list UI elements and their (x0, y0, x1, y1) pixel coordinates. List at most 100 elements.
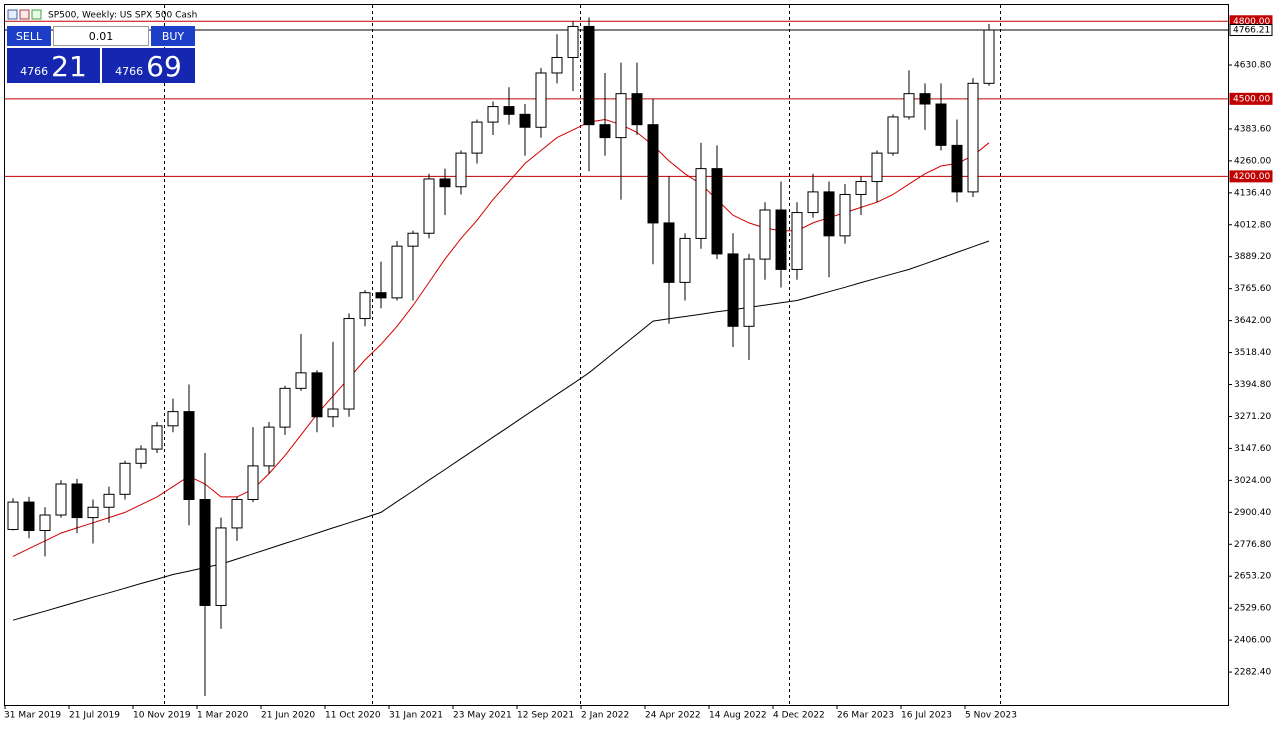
x-tick-label: 23 May 2021 (453, 711, 512, 721)
candle-body (327, 408, 339, 418)
y-tick-label: 3271.20 (1234, 412, 1271, 422)
candle-body (951, 144, 963, 193)
x-tick-label: 21 Jun 2020 (261, 711, 315, 721)
candle-body (199, 498, 211, 606)
x-tick-label: 14 Aug 2022 (709, 711, 767, 721)
candle-body (599, 124, 611, 139)
candle-body (967, 82, 979, 193)
sell-price-big: 21 (51, 50, 87, 83)
buy-price[interactable]: 4766 69 (102, 48, 195, 83)
x-tick-label: 2 Jan 2022 (581, 711, 629, 721)
y-tick-label: 2529.60 (1234, 604, 1271, 614)
candle-body (871, 152, 883, 183)
candle-body (551, 56, 563, 74)
y-tick-label: 2653.20 (1234, 572, 1271, 582)
sell-price-main: 4766 (20, 65, 49, 78)
candle-body (343, 318, 355, 410)
candle-body (39, 514, 51, 532)
volume-input[interactable]: 0.01 (53, 26, 149, 46)
candle-body (103, 493, 115, 508)
candle-body (887, 116, 899, 154)
candle-body (823, 191, 835, 237)
chart-header: SP500, Weekly: US SPX 500 Cash (48, 11, 197, 21)
y-tick-label: 3889.20 (1234, 252, 1271, 262)
candle-body (375, 292, 387, 299)
trade-panel: SELL 0.01 BUY 4766 21 4766 69 (7, 26, 195, 83)
candle-body (87, 506, 99, 519)
candle-body (775, 209, 787, 270)
level-line-label: 4800.00 (1233, 17, 1270, 27)
candle-body (727, 253, 739, 327)
candle-body (663, 222, 675, 283)
x-tick-label: 12 Sep 2021 (517, 711, 574, 721)
candle-body (439, 178, 451, 188)
level-line-label-box (1229, 92, 1273, 105)
candle-body (151, 425, 163, 450)
y-tick-label: 3394.80 (1234, 380, 1271, 390)
candle-body (935, 103, 947, 146)
candle-body (71, 483, 83, 519)
candle-body (167, 411, 179, 427)
candle-body (455, 152, 467, 188)
y-tick-label: 2776.80 (1234, 540, 1271, 550)
x-tick-label: 1 Mar 2020 (197, 711, 249, 721)
y-tick-label: 3642.00 (1234, 316, 1271, 326)
y-tick-label: 3765.60 (1234, 284, 1271, 294)
candle-body (839, 193, 851, 237)
x-tick-label: 26 Mar 2023 (837, 711, 894, 721)
y-tick-label: 4012.80 (1234, 220, 1271, 230)
y-tick-label: 2406.00 (1234, 636, 1271, 646)
candle-body (695, 168, 707, 239)
y-tick-label: 4630.80 (1234, 61, 1271, 71)
x-tick-label: 31 Mar 2019 (4, 711, 61, 721)
candle-body (487, 106, 499, 123)
level-line-label: 4200.00 (1233, 172, 1270, 182)
candle-body (279, 387, 291, 428)
x-tick-label: 31 Jan 2021 (389, 711, 443, 721)
chart-icon[interactable] (19, 9, 30, 20)
candle-body (423, 178, 435, 234)
candle-body (903, 93, 915, 118)
y-tick-label: 3147.60 (1234, 444, 1271, 454)
candle-body (679, 237, 691, 283)
x-tick-label: 4 Dec 2022 (773, 711, 825, 721)
candle-body (119, 462, 131, 495)
candle-body (631, 93, 643, 126)
candle-body (263, 426, 275, 467)
period-separators (164, 5, 1001, 705)
candle-body (471, 121, 483, 154)
candle-body (55, 483, 67, 516)
candle-body (519, 113, 531, 128)
sell-price[interactable]: 4766 21 (7, 48, 100, 83)
candle-body (759, 209, 771, 260)
candle-body (615, 93, 627, 139)
symbol-icon[interactable] (31, 9, 42, 20)
y-tick-label: 2900.40 (1234, 508, 1271, 518)
candle-body (391, 245, 403, 299)
candle-body (231, 498, 243, 529)
x-tick-label: 5 Nov 2023 (965, 711, 1017, 721)
candle-body (567, 25, 579, 58)
candle-body (7, 501, 19, 530)
candle-body (359, 292, 371, 320)
candle-body (183, 411, 195, 500)
y-tick-label: 4383.60 (1234, 124, 1271, 134)
volume: 0.01 (88, 29, 114, 43)
y-tick-label: 3024.00 (1234, 476, 1271, 486)
moving-average (12, 240, 990, 621)
candle-body (215, 527, 227, 606)
price-line-label: 4766.21 (1233, 26, 1270, 36)
candle-body (295, 372, 307, 389)
x-tick-label: 21 Jul 2019 (69, 711, 120, 721)
sell-button[interactable]: SELL (7, 26, 51, 46)
y-tick-label: 4260.00 (1234, 156, 1271, 166)
x-tick-label: 11 Oct 2020 (325, 711, 381, 721)
menu-icon[interactable] (7, 9, 18, 20)
x-tick-label: 10 Nov 2019 (133, 711, 191, 721)
buy-price-big: 69 (146, 50, 182, 83)
price-line-label-box (1229, 24, 1273, 37)
buy-button[interactable]: BUY (151, 26, 195, 46)
x-tick-label: 16 Jul 2023 (901, 711, 952, 721)
